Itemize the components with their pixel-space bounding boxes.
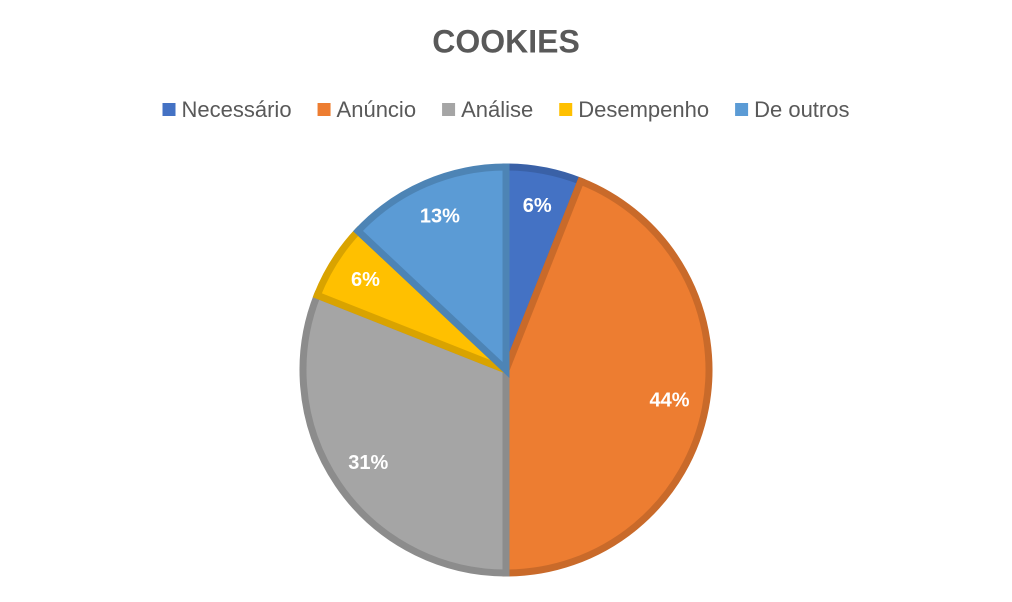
legend-label: Anúncio bbox=[337, 97, 417, 122]
legend-swatch bbox=[735, 103, 749, 116]
data-label: 44% bbox=[649, 389, 689, 411]
legend-label: Análise bbox=[461, 97, 533, 122]
data-label: 6% bbox=[351, 269, 380, 291]
data-label: 6% bbox=[523, 195, 552, 217]
chart-title: COOKIES bbox=[432, 23, 580, 59]
legend: Necessário Anúncio Análise Desempenho De out… bbox=[162, 97, 849, 122]
pie-slice bbox=[502, 176, 713, 577]
legend-label: De outros bbox=[754, 97, 849, 122]
pie-slice bbox=[299, 290, 510, 577]
data-label: 31% bbox=[348, 452, 388, 474]
pie-slice bbox=[353, 163, 510, 379]
legend-swatch bbox=[317, 103, 331, 116]
legend-swatch bbox=[559, 103, 573, 116]
legend-label: Necessário bbox=[182, 97, 292, 122]
legend-swatch bbox=[442, 103, 456, 116]
legend-swatch bbox=[162, 103, 176, 116]
legend-label: Desempenho bbox=[578, 97, 709, 122]
data-label: 13% bbox=[420, 206, 460, 228]
